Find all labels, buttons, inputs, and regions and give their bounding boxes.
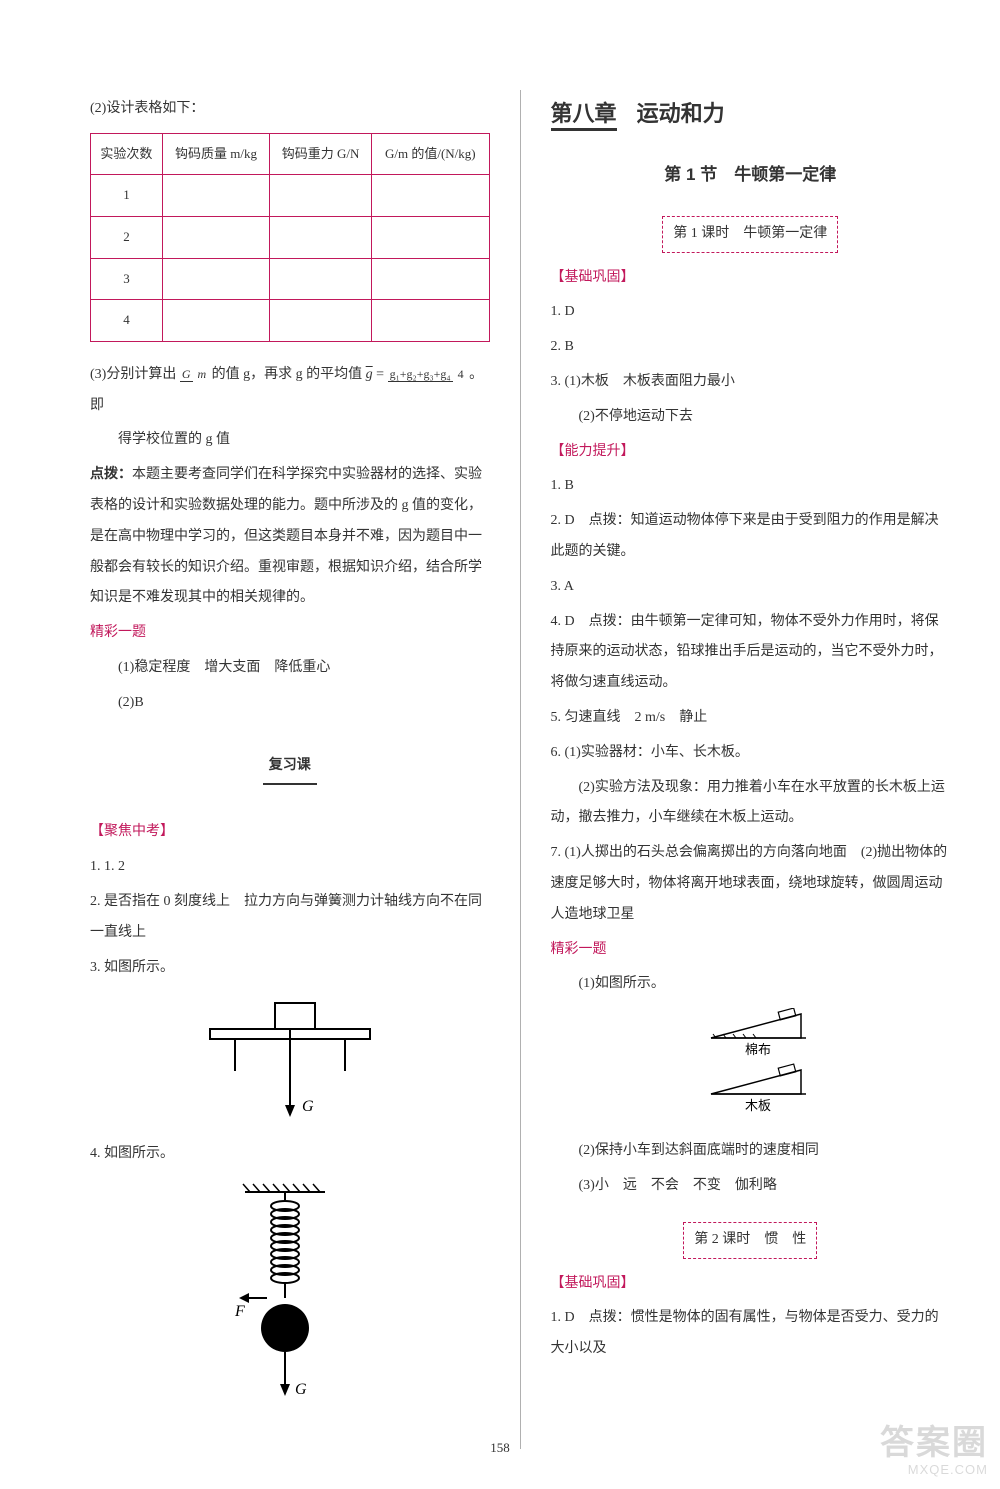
answer-line: (2)B [90, 688, 490, 719]
watermark: 答案圈 MXQE.COM [880, 1425, 988, 1477]
right-column: 第八章 运动和力 第 1 节 牛顿第一定律 第 1 课时 牛顿第一定律 【基础巩… [551, 90, 951, 1449]
answer-line: 1. D 点拨：惯性是物体的固有属性，与物体是否受力、受力的大小以及 [551, 1303, 951, 1365]
tips-label: 点拨： [90, 467, 132, 482]
ramp-label-bottom: 木板 [745, 1098, 771, 1113]
answer-line: 1. 1. 2 [90, 852, 490, 883]
tips-para: 点拨：本题主要考查同学们在科学探究中实验器材的选择、实验表格的设计和实验数据处理… [90, 460, 490, 614]
text-line: (2)设计表格如下： [90, 94, 490, 125]
text-line: 得学校位置的 g 值 [90, 425, 490, 456]
answer-line: 4. D 点拨：由牛顿第一定律可知，物体不受外力作用时，将保持原来的运动状态，铅… [551, 607, 951, 699]
jichu2-heading: 【基础巩固】 [551, 1269, 951, 1300]
answer-line: 2. B [551, 332, 951, 363]
table-cell: 1 [91, 175, 163, 217]
table-header: G/m 的值/(N/kg) [372, 133, 489, 175]
answer-line: 2. 是否指在 0 刻度线上 拉力方向与弹簧测力计轴线方向不在同一直线上 [90, 887, 490, 949]
table-header: 实验次数 [91, 133, 163, 175]
nengli-heading: 【能力提升】 [551, 437, 951, 468]
left-column: (2)设计表格如下： 实验次数 钩码质量 m/kg 钩码重力 G/N G/m 的… [90, 90, 490, 1449]
page-number: 158 [490, 1434, 510, 1463]
chapter-number: 第八章 [551, 101, 617, 131]
answer-line: 5. 匀速直线 2 m/s 静止 [551, 703, 951, 734]
jichu-heading: 【基础巩固】 [551, 263, 951, 294]
review-heading: 复习课 [263, 751, 317, 786]
text: (3)分别计算出 [90, 367, 176, 382]
lesson-box-wrap: 第 1 课时 牛顿第一定律 [551, 210, 951, 259]
answer-line: 1. D [551, 297, 951, 328]
answer-line: 6. (1)实验器材：小车、长木板。 [551, 738, 951, 769]
table-cell: 4 [91, 300, 163, 342]
jingcai-heading: 精彩一题 [90, 618, 490, 649]
lesson1-box: 第 1 课时 牛顿第一定律 [662, 216, 838, 253]
label-f: F [234, 1303, 245, 1320]
answer-line: 1. B [551, 471, 951, 502]
answer-line: (2)保持小车到达斜面底端时的速度相同 [551, 1136, 951, 1167]
answer-line: 4. 如图所示。 [90, 1139, 490, 1170]
figure-ramps: 棉布 木板 [671, 1008, 891, 1128]
label-g2: G [295, 1381, 307, 1398]
text: = [376, 367, 387, 382]
answer-line: 3. (1)木板 木板表面阻力最小 [551, 367, 951, 398]
jujiao-heading: 【聚焦中考】 [90, 817, 490, 848]
section-heading: 第 1 节 牛顿第一定律 [551, 156, 951, 193]
answer-line: 7. (1)人掷出的石头总会偏离掷出的方向落向地面 (2)抛出物体的速度足够大时… [551, 838, 951, 930]
review-heading-wrap: 复习课 [90, 741, 490, 796]
label-g: G [302, 1098, 314, 1115]
answer-line: 3. A [551, 572, 951, 603]
formula-line: (3)分别计算出 G m 的值 g，再求 g 的平均值 g = g₁+g₂+g₃… [90, 360, 490, 422]
tips-text: 本题主要考查同学们在科学探究中实验器材的选择、实验表格的设计和实验数据处理的能力… [90, 467, 482, 605]
answer-line: (2)不停地运动下去 [551, 402, 951, 433]
table-header: 钩码质量 m/kg [162, 133, 269, 175]
lesson2-box-wrap: 第 2 课时 惯 性 [551, 1216, 951, 1265]
fraction: G m [180, 368, 208, 381]
answer-line: (1)稳定程度 增大支面 降低重心 [90, 653, 490, 684]
figure-table-force: G [190, 991, 390, 1131]
answer-line: (3)小 远 不会 不变 伽利略 [551, 1171, 951, 1202]
chapter-heading: 第八章 运动和力 [551, 90, 951, 138]
jingcai-heading2: 精彩一题 [551, 935, 951, 966]
experiment-table: 实验次数 钩码质量 m/kg 钩码重力 G/N G/m 的值/(N/kg) 1 … [90, 133, 490, 342]
table-header: 钩码重力 G/N [270, 133, 372, 175]
chapter-title: 运动和力 [637, 101, 725, 126]
answer-line: 2. D 点拨：知道运动物体停下来是由于受到阻力的作用是解决此题的关键。 [551, 506, 951, 568]
watermark-small: MXQE.COM [880, 1463, 988, 1477]
big-fraction: g₁+g₂+g₃+g₄ 4 [388, 368, 466, 381]
figure-spring-ball: F G [215, 1178, 365, 1408]
g-bar: g [366, 367, 373, 382]
table-cell: 2 [91, 216, 163, 258]
column-divider [520, 90, 521, 1449]
answer-line: 3. 如图所示。 [90, 953, 490, 984]
watermark-big: 答案圈 [880, 1425, 988, 1462]
answer-line: (2)实验方法及现象：用力推着小车在水平放置的长木板上运动，撤去推力，小车继续在… [551, 773, 951, 835]
lesson2-box: 第 2 课时 惯 性 [683, 1222, 817, 1259]
table-cell: 3 [91, 258, 163, 300]
text: 的值 g，再求 g 的平均值 [212, 367, 363, 382]
ramp-label-top: 棉布 [745, 1042, 771, 1057]
answer-line: (1)如图所示。 [551, 969, 951, 1000]
